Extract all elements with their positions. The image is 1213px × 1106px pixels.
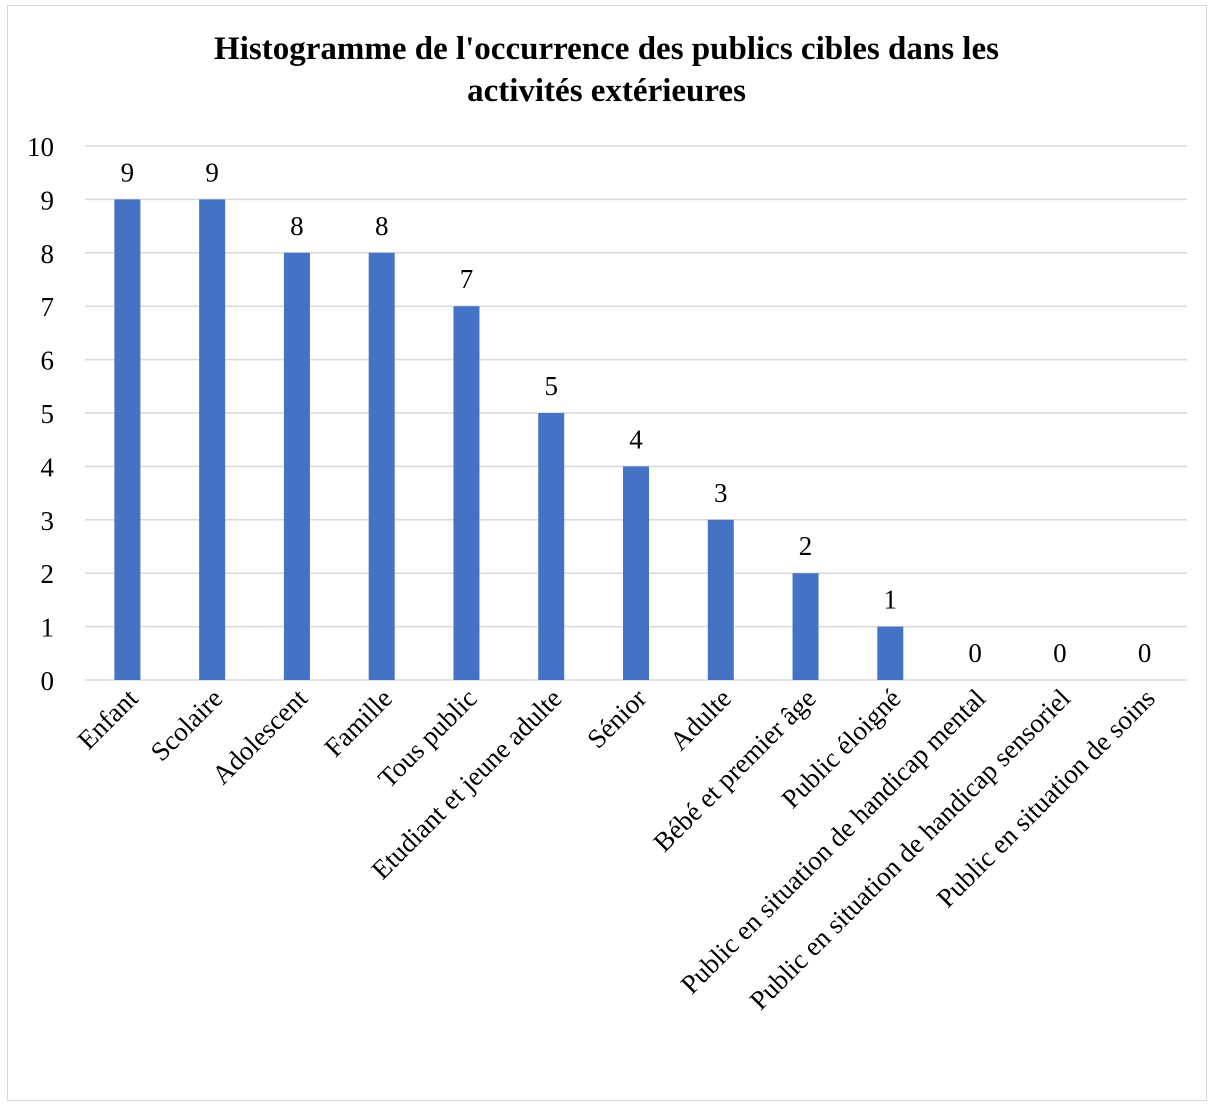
data-label: 3 — [714, 478, 728, 508]
data-label: 8 — [375, 211, 389, 241]
y-tick-label: 10 — [27, 132, 54, 162]
y-tick-label: 4 — [41, 452, 55, 482]
bar — [877, 627, 903, 680]
y-tick-label: 1 — [41, 613, 55, 643]
data-label: 2 — [799, 531, 813, 561]
data-label: 0 — [968, 638, 982, 668]
x-tick-label: Public en situation de handicap sensorie… — [744, 683, 1076, 1015]
x-tick-label: Enfant — [72, 683, 144, 755]
x-tick-label: Scolaire — [145, 683, 229, 767]
data-label: 5 — [544, 371, 558, 401]
data-label: 8 — [290, 211, 304, 241]
y-tick-label: 3 — [41, 506, 55, 536]
y-tick-label: 9 — [41, 185, 55, 215]
x-tick-label: Public en situation de handicap mental — [675, 683, 992, 1000]
data-label: 0 — [1138, 638, 1152, 668]
x-tick-label: Sénior — [581, 683, 652, 754]
x-tick-label: Famille — [318, 683, 398, 763]
y-tick-label: 7 — [41, 292, 55, 322]
bar — [623, 466, 649, 680]
data-label: 7 — [460, 264, 474, 294]
bar — [453, 306, 479, 680]
bar — [538, 413, 564, 680]
x-tick-label: Adulte — [664, 683, 737, 756]
bar — [793, 573, 819, 680]
data-label: 9 — [205, 157, 219, 187]
data-label: 1 — [884, 585, 898, 615]
bar — [284, 253, 310, 680]
bar — [114, 199, 140, 680]
data-label: 0 — [1053, 638, 1067, 668]
bar — [708, 520, 734, 680]
bar — [369, 253, 395, 680]
y-tick-label: 6 — [41, 346, 55, 376]
x-tick-label: Bébé et premier âge — [647, 683, 821, 857]
y-tick-label: 8 — [41, 239, 55, 269]
y-tick-label: 5 — [41, 399, 55, 429]
y-tick-label: 0 — [41, 666, 55, 696]
y-axis-tick-labels: 0 1 2 3 4 5 6 7 8 9 10 — [27, 132, 55, 696]
y-tick-label: 2 — [41, 559, 55, 589]
bars — [114, 199, 903, 680]
data-label: 4 — [629, 424, 643, 454]
bar — [199, 199, 225, 680]
data-label: 9 — [121, 157, 135, 187]
